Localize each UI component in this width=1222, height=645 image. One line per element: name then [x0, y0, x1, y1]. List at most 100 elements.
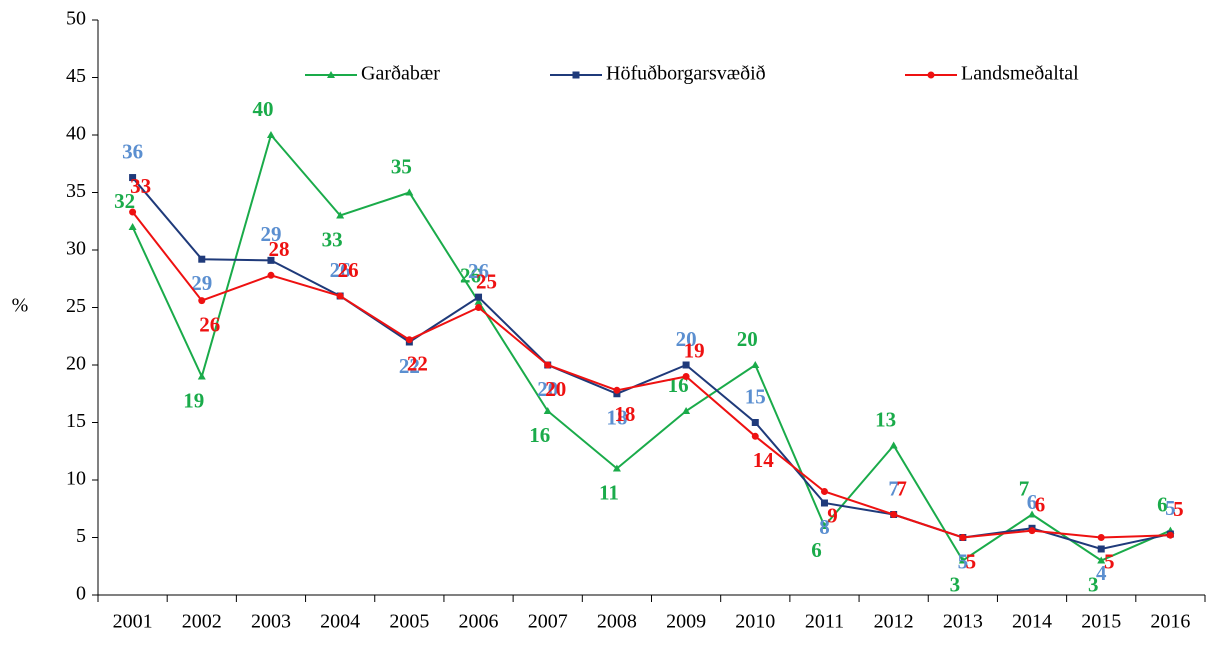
x-tick-label: 2007 [528, 611, 568, 633]
series-line [131, 176, 1171, 551]
marker [129, 208, 137, 216]
data-label: 5 [958, 549, 969, 573]
marker [198, 255, 206, 263]
data-label: 5 [966, 549, 977, 573]
data-label: 16 [529, 423, 550, 447]
data-label: 7 [896, 476, 907, 500]
data-label: 5 [1104, 549, 1115, 573]
y-tick-label: 35 [66, 180, 86, 202]
marker [267, 271, 275, 279]
data-label: 5 [1173, 497, 1184, 521]
x-tick-label: 2005 [389, 611, 429, 633]
marker [682, 373, 690, 380]
data-label: 29 [260, 222, 281, 246]
data-label: 35 [391, 154, 412, 178]
data-label: 8 [819, 515, 830, 539]
marker [751, 361, 760, 368]
data-label: 19 [684, 338, 705, 362]
marker [1097, 545, 1105, 553]
marker [572, 71, 580, 79]
data-label: 33 [130, 174, 151, 198]
marker [682, 407, 691, 414]
data-label: 6 [811, 538, 822, 562]
marker [927, 71, 935, 79]
y-axis-label: % [12, 295, 29, 317]
x-tick-label: 2009 [666, 611, 706, 633]
x-tick-label: 2006 [459, 611, 499, 633]
data-label: 26 [468, 259, 489, 283]
marker [820, 488, 828, 495]
marker [1028, 510, 1037, 518]
data-label: 13 [875, 407, 896, 431]
x-tick-label: 2008 [597, 611, 637, 633]
data-label: 18 [606, 406, 627, 430]
data-label: 36 [122, 139, 143, 163]
data-label: 5 [1165, 496, 1176, 520]
y-tick-label: 15 [66, 410, 86, 432]
data-label: 19 [183, 388, 204, 412]
data-label: 11 [599, 480, 619, 504]
y-tick-label: 10 [66, 468, 86, 490]
marker [543, 407, 552, 414]
data-label: 6 [1035, 492, 1046, 516]
x-tick-label: 2016 [1150, 611, 1190, 633]
data-label: 20 [545, 377, 566, 401]
legend-label: Höfuðborgarsvæðið [606, 63, 766, 85]
marker [327, 71, 335, 78]
marker [197, 372, 206, 380]
marker [198, 297, 206, 305]
data-label: 29 [191, 271, 212, 295]
marker [405, 188, 414, 196]
data-label: 14 [753, 448, 775, 472]
marker [682, 361, 690, 369]
x-tick-label: 2004 [320, 611, 360, 633]
x-tick-label: 2001 [113, 611, 153, 633]
data-label: 26 [330, 258, 351, 282]
marker [820, 522, 829, 529]
marker [1166, 531, 1174, 539]
data-label: 26 [460, 264, 481, 288]
y-tick-label: 30 [66, 238, 86, 260]
data-label: 20 [737, 327, 758, 351]
legend-label: Landsmeðaltal [961, 63, 1079, 85]
marker [475, 304, 483, 311]
data-label: 7 [888, 476, 899, 500]
data-label: 33 [322, 227, 343, 251]
marker [266, 131, 275, 138]
data-label: 4 [1096, 561, 1107, 585]
y-tick-label: 50 [66, 8, 86, 30]
data-label: 18 [614, 402, 635, 426]
marker [959, 534, 967, 541]
marker [751, 432, 759, 440]
data-label: 25 [476, 269, 497, 293]
data-label: 22 [407, 352, 428, 376]
x-tick-label: 2011 [805, 611, 844, 633]
marker [820, 499, 828, 507]
x-tick-label: 2002 [182, 611, 222, 633]
marker [128, 223, 137, 230]
data-label: 40 [252, 97, 273, 121]
x-tick-label: 2012 [874, 611, 914, 633]
legend-label: Garðabær [361, 63, 440, 85]
marker [1097, 534, 1105, 541]
marker [1028, 527, 1036, 535]
x-tick-label: 2014 [1012, 611, 1052, 633]
data-label: 7 [1019, 476, 1030, 500]
data-label: 32 [114, 189, 135, 213]
data-label: 22 [399, 354, 420, 378]
x-tick-label: 2003 [251, 611, 291, 633]
y-tick-label: 45 [66, 65, 86, 87]
y-tick-label: 0 [76, 583, 86, 605]
marker [129, 174, 137, 182]
data-label: 15 [745, 384, 766, 408]
data-label: 3 [950, 572, 961, 596]
data-label: 9 [827, 503, 838, 527]
marker [958, 556, 967, 564]
marker [1097, 556, 1106, 564]
marker [336, 211, 345, 219]
marker [612, 464, 621, 472]
data-label: 3 [1088, 572, 1099, 596]
marker [475, 293, 483, 301]
series-line [131, 132, 1171, 562]
